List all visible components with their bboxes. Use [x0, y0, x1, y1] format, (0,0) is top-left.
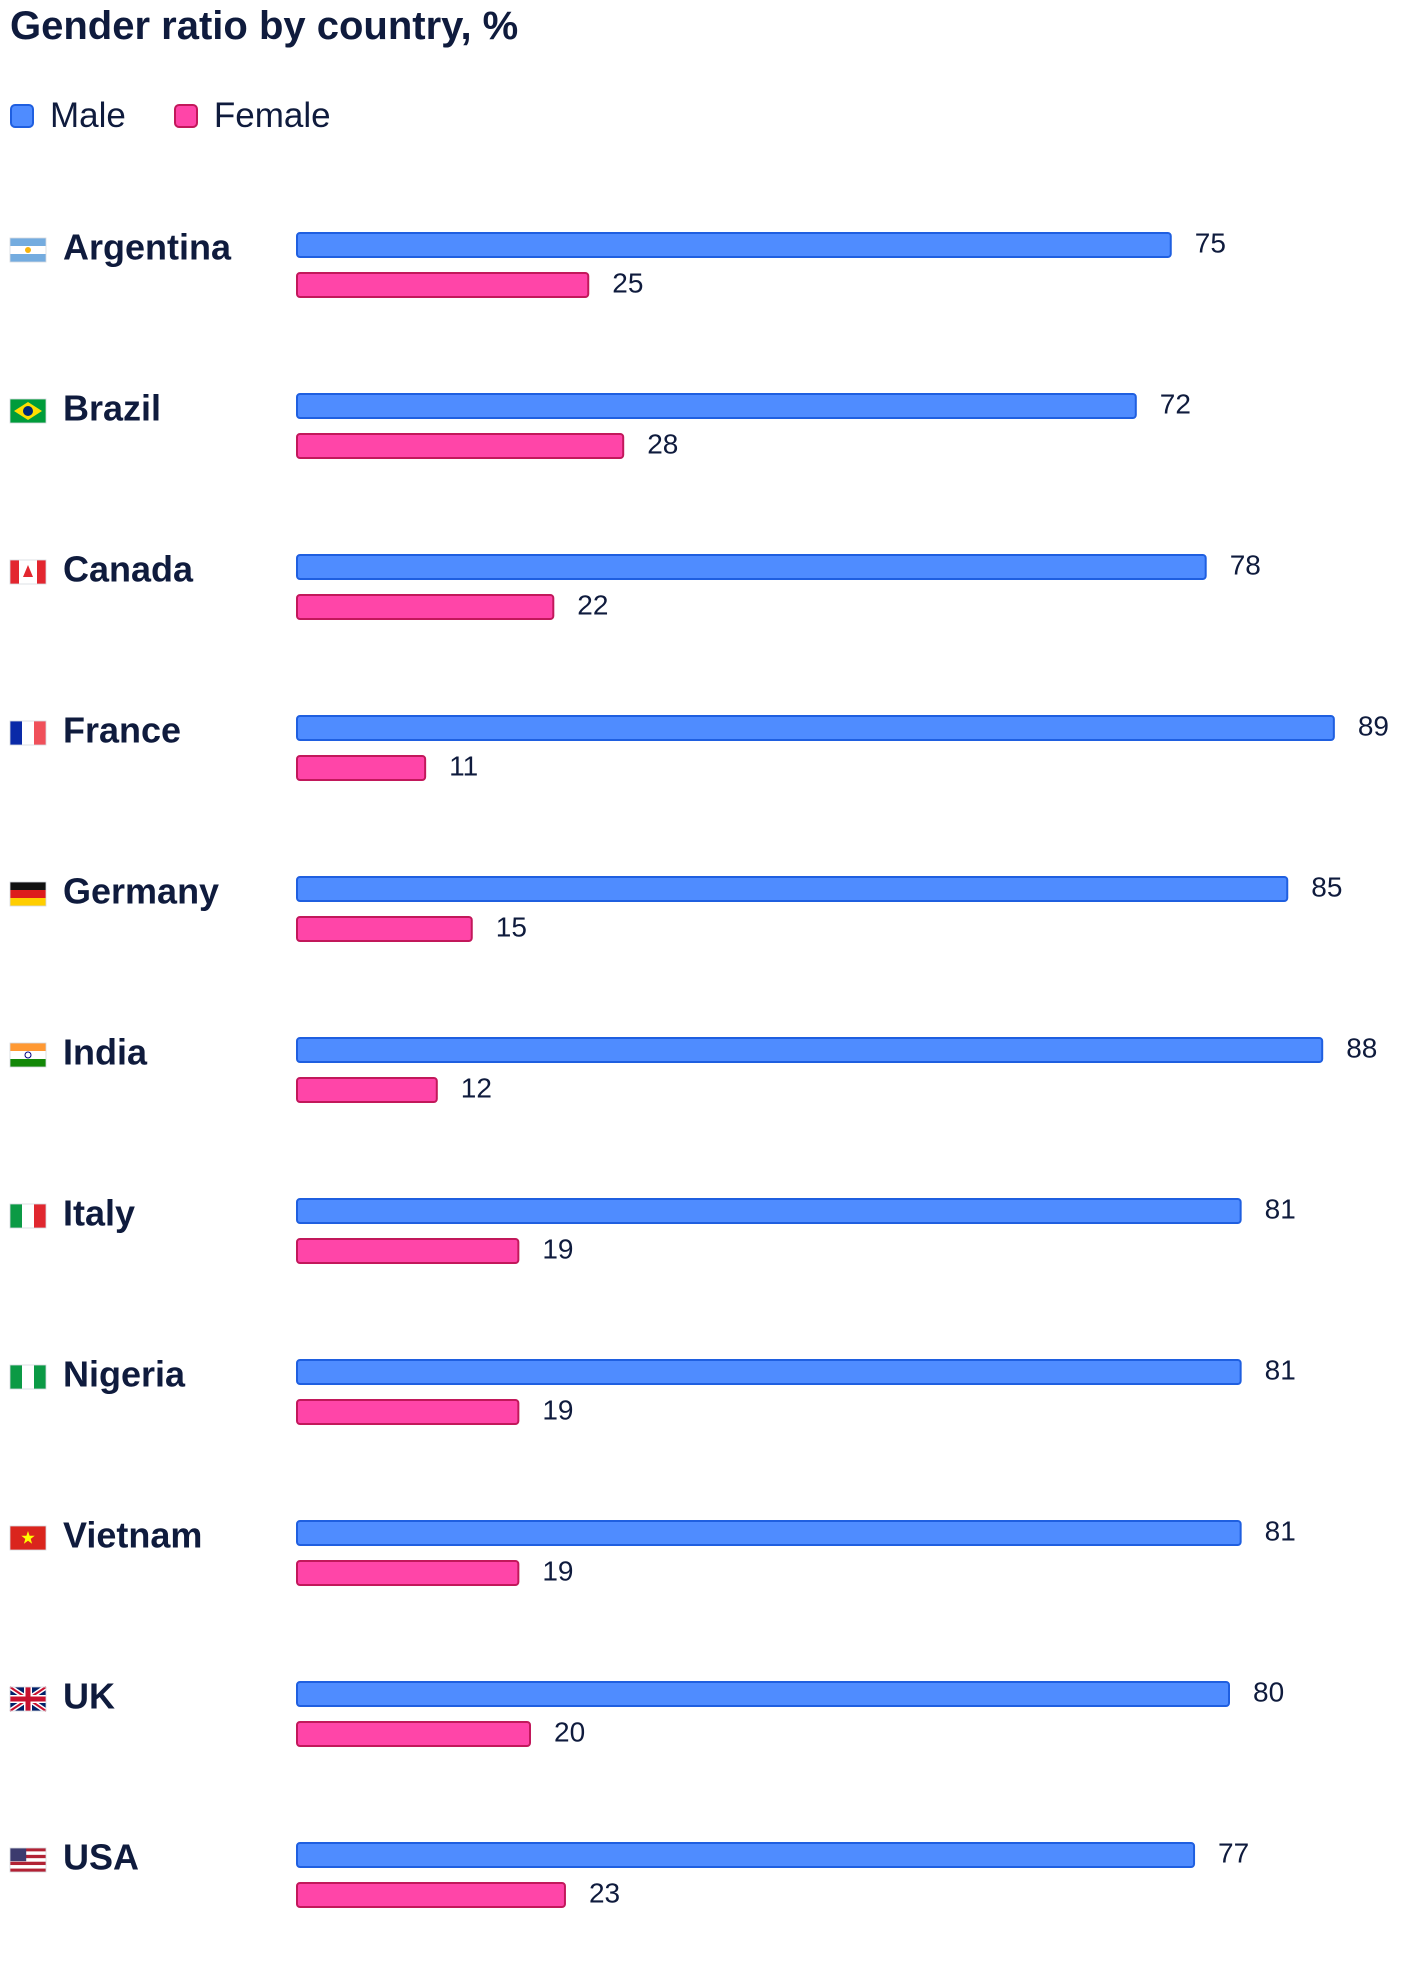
france-flag-icon [9, 720, 47, 746]
argentina-flag-icon [9, 237, 47, 263]
value-label-male-brazil: 72 [1160, 388, 1191, 419]
nigeria-flag-icon [9, 1364, 47, 1390]
legend-label-female: Female [213, 96, 331, 135]
chart-title: Gender ratio by country, % [10, 4, 519, 48]
legend: Male Female [10, 94, 331, 138]
value-label-female-italy: 19 [542, 1233, 573, 1264]
bar-female-uk [296, 1721, 531, 1747]
bar-female-nigeria [296, 1399, 520, 1425]
bar-male-canada [296, 554, 1207, 580]
value-label-female-canada: 22 [577, 589, 608, 620]
value-label-male-france: 89 [1358, 710, 1389, 741]
bar-male-vietnam [296, 1520, 1242, 1546]
category-label-india: India [63, 1032, 148, 1073]
bar-male-brazil [296, 393, 1137, 419]
italy-flag-icon [9, 1203, 47, 1229]
bar-female-italy [296, 1238, 520, 1264]
category-label-italy: Italy [63, 1193, 135, 1234]
value-label-male-uk: 80 [1253, 1676, 1284, 1707]
value-label-female-germany: 15 [496, 911, 527, 942]
value-label-female-france: 11 [449, 750, 478, 781]
value-label-female-brazil: 28 [647, 428, 678, 459]
bar-male-germany [296, 876, 1289, 902]
category-label-france: France [63, 710, 181, 751]
bar-female-germany [296, 916, 473, 942]
value-label-male-germany: 85 [1311, 871, 1342, 902]
category-label-brazil: Brazil [63, 388, 161, 429]
legend-label-male: Male [50, 96, 126, 135]
value-label-female-uk: 20 [554, 1716, 585, 1747]
category-label-uk: UK [63, 1676, 115, 1717]
value-label-female-vietnam: 19 [542, 1555, 573, 1586]
category-label-germany: Germany [63, 871, 219, 912]
category-label-canada: Canada [63, 549, 194, 590]
brazil-flag-icon [9, 398, 47, 424]
bar-female-usa [296, 1882, 566, 1908]
bar-female-india [296, 1077, 438, 1103]
bar-male-india [296, 1037, 1324, 1063]
value-label-male-usa: 77 [1218, 1837, 1249, 1868]
legend-swatch-female [173, 104, 198, 128]
bar-male-nigeria [296, 1359, 1242, 1385]
bar-male-italy [296, 1198, 1242, 1224]
bar-female-france [296, 755, 427, 781]
usa-flag-icon [9, 1847, 47, 1873]
value-label-male-vietnam: 81 [1265, 1515, 1296, 1546]
value-label-female-nigeria: 19 [542, 1394, 573, 1425]
value-label-male-india: 88 [1346, 1032, 1377, 1063]
uk-flag-icon [8, 1684, 48, 1714]
legend-swatch-male [10, 104, 34, 128]
bar-female-brazil [296, 433, 625, 459]
value-label-male-argentina: 75 [1195, 227, 1226, 258]
canada-flag-icon [9, 559, 47, 585]
germany-flag-icon [9, 881, 47, 907]
value-label-male-italy: 81 [1265, 1193, 1296, 1224]
value-label-female-india: 12 [461, 1072, 492, 1103]
bar-male-france [296, 715, 1335, 741]
category-label-nigeria: Nigeria [63, 1354, 186, 1395]
bar-female-canada [296, 594, 555, 620]
india-flag-icon [9, 1042, 47, 1068]
category-label-argentina: Argentina [63, 227, 232, 268]
legend-item-male[interactable]: Male [10, 96, 126, 136]
bar-male-argentina [296, 232, 1172, 258]
category-label-vietnam: Vietnam [63, 1515, 202, 1556]
legend-item-female[interactable]: Female [173, 96, 331, 136]
value-label-female-argentina: 25 [612, 267, 643, 298]
value-label-male-canada: 78 [1230, 549, 1261, 580]
value-label-female-usa: 23 [589, 1877, 620, 1908]
bar-male-usa [296, 1842, 1196, 1868]
value-label-male-nigeria: 81 [1265, 1354, 1296, 1385]
bar-female-vietnam [296, 1560, 520, 1586]
bar-female-argentina [296, 272, 590, 298]
vietnam-flag-icon [9, 1525, 47, 1551]
category-label-usa: USA [63, 1837, 139, 1878]
bar-male-uk [296, 1681, 1230, 1707]
